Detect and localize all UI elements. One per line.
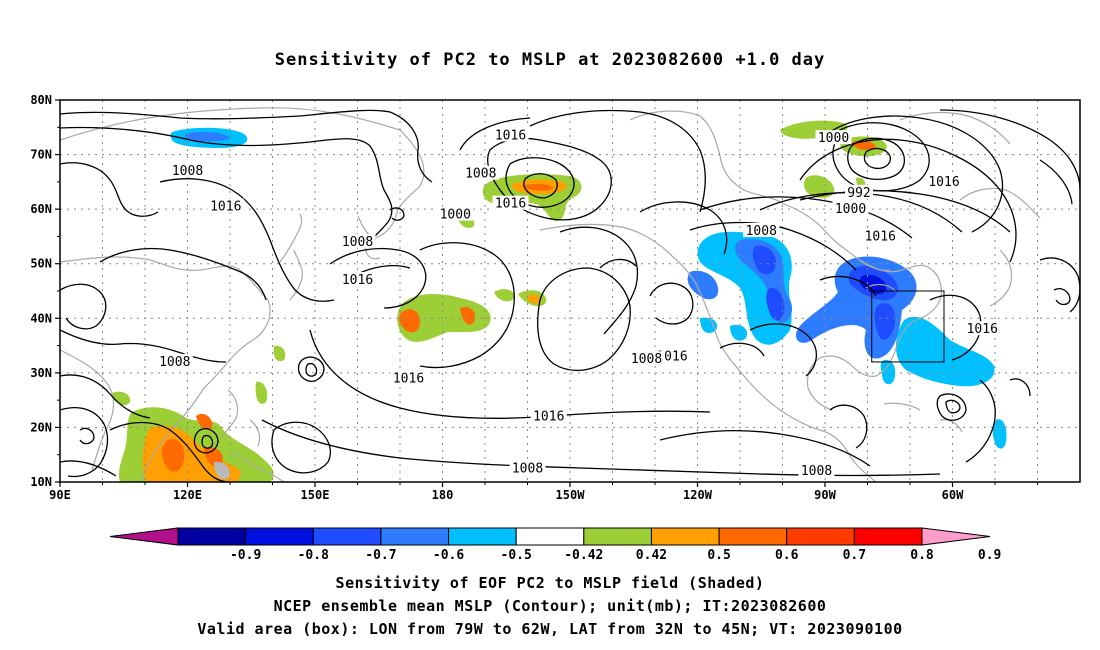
colorbar-label: 0.5 [707,548,730,563]
lon-label: 120E [173,488,202,502]
lat-label: 50N [30,257,52,271]
colorbar-low-triangle [109,527,179,546]
lon-label: 90W [814,488,836,502]
caption-contour: NCEP ensemble mean MSLP (Contour); unit(… [273,597,827,615]
contour-label: 1016 [495,197,526,212]
negative-sensitivity-areas [170,127,1007,449]
colorbar-label: -0.8 [298,548,329,563]
contour-label-bg [845,184,873,199]
colorbar-segment [853,527,923,546]
contour-label: 1008 [159,355,190,370]
contour-label-bg [926,173,962,188]
colorbar-segment [718,527,788,546]
lon-label: 150E [301,488,330,502]
colorbar-segment [786,527,855,546]
valid-area-box [871,290,945,363]
colorbar-segment [448,527,517,546]
contour-label: 1016 [533,410,564,425]
colorbar-segment [380,527,450,546]
colorbar-label: 0.8 [910,548,934,563]
colorbar-label: -0.5 [501,548,532,563]
colorbar-label: 0.7 [843,548,866,563]
contour-label: 1000 [835,202,866,217]
contour-label: 1008 [631,352,662,367]
colorbar-label: 0.6 [775,548,799,563]
map-title: Sensitivity of PC2 to MSLP at 2023082600… [274,50,826,70]
mslp-contours [60,109,1080,482]
colorbar-label: -0.7 [365,548,396,563]
contour-label-bg [509,460,546,475]
contour-label-bg [207,198,244,213]
colorbar-label: 0.42 [636,548,667,563]
colorbar-segment [515,527,585,546]
colorbar-segment [177,527,247,546]
colorbar-label: 0.9 [978,548,1001,563]
lat-label: 30N [30,366,52,380]
contour-label-bg [339,233,376,248]
contour-label: 1016 [495,128,526,143]
contour-label-bg [628,351,665,366]
lon-label: 60W [942,488,964,502]
contour-label: 1008 [746,224,777,239]
contour-label-bg [437,206,474,221]
contour-label-bg [492,195,529,210]
contour-label: 1016 [865,229,896,244]
lon-label: 120W [683,488,713,502]
contour-label-bg [169,162,206,177]
colorbar-high-triangle [921,527,991,546]
lon-label: 150W [556,488,586,502]
contour-label: 1008 [172,164,203,179]
contour-label-bg [743,222,780,237]
contour-label: 1008 [465,167,496,182]
colorbar-label: -0.9 [230,548,261,563]
colorbar-segment [245,527,314,546]
lat-label: 40N [30,311,52,325]
contour-label-bg [462,165,499,180]
contour-label: 1016 [342,273,373,288]
coastlines [60,107,1041,482]
contour-label: 1000 [818,131,849,146]
colorbar: -0.9 -0.8 -0.7 -0.6 -0.5 -0.42 0.42 0.5 0.6 0.7 0.… [109,527,1001,563]
contour-label-bg [530,408,567,423]
contour-label: 1008 [512,461,543,476]
lat-label: 60N [30,202,52,216]
contour-label-bg [964,321,1001,336]
contour-label: 1016 [928,175,959,190]
contour-label-bg [832,201,869,216]
contour-label-bg [862,228,899,243]
contour-label: 1016 [393,371,424,386]
contour-label: 1016 [210,199,241,214]
contour-label: 992 [847,186,870,201]
lat-label: 70N [30,148,52,162]
lat-label: 10N [30,475,52,489]
colorbar-segment [650,527,720,546]
contour-label: 1008 [801,464,832,479]
lon-label: 180 [432,488,454,502]
contour-label: 1008 [342,235,373,250]
lat-label: 20N [30,420,52,434]
contour-label-bg [339,272,376,287]
contour-label: 1000 [440,208,471,223]
colorbar-segment [583,527,652,546]
colorbar-segment [312,527,382,546]
caption-valid-area: Valid area (box): LON from 79W to 62W, L… [197,620,903,638]
lat-label: 80N [30,93,52,107]
contour-label: 1016 [967,322,998,337]
contour-label-bg [390,370,427,385]
contour-label-bg [798,463,835,478]
contour-label-bg [156,353,193,368]
contour-label-bg [492,127,529,142]
contour-labels: 1016100810001008101610001016992100010161… [156,127,1001,479]
colorbar-label: -0.6 [433,548,464,563]
lon-label: 90E [49,488,71,502]
colorbar-label: -0.42 [564,548,603,563]
caption-shading: Sensitivity of EOF PC2 to MSLP field (Sh… [335,574,765,592]
contour-label-bg [815,130,852,145]
